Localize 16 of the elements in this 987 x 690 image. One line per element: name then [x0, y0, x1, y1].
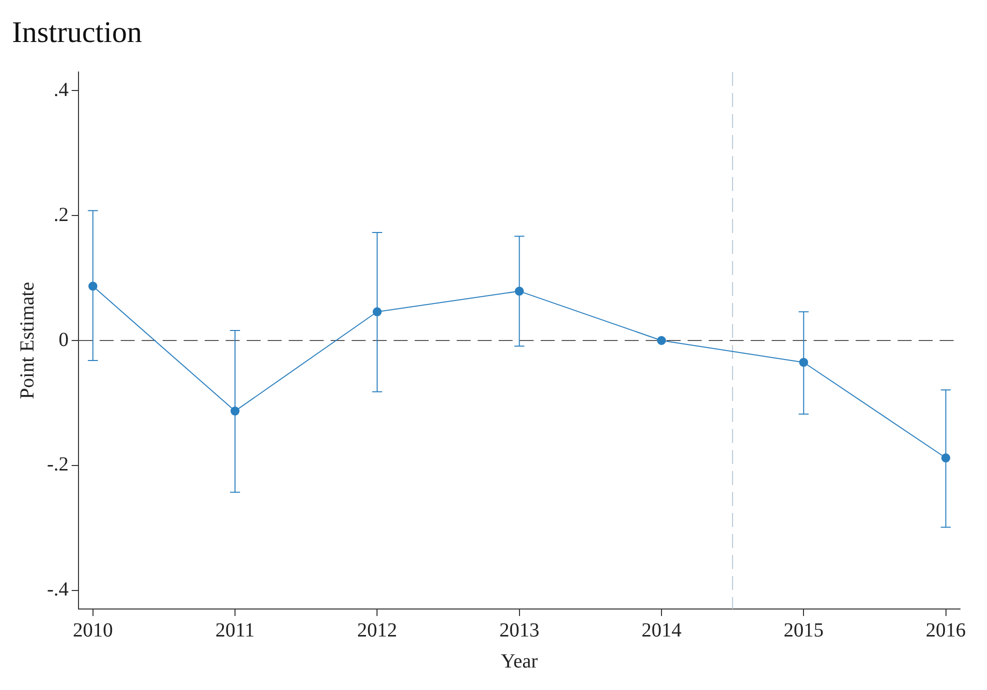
x-tick-label: 2012 [357, 619, 398, 642]
y-tick-label: -.2 [46, 454, 69, 476]
y-tick-label: -.4 [46, 578, 69, 601]
y-tick-label: 0 [58, 328, 69, 351]
x-tick-label: 2011 [215, 619, 255, 642]
y-tick-label: .2 [54, 204, 69, 226]
chart-title: Instruction [12, 16, 142, 49]
x-tick-label: 2016 [926, 619, 966, 642]
x-axis-title: Year [500, 650, 538, 672]
x-tick-label: 2014 [641, 619, 682, 642]
y-axis-title: Point Estimate [16, 282, 38, 400]
point [656, 336, 666, 345]
x-tick-label: 2010 [72, 619, 113, 642]
x-tick-label: 2015 [784, 619, 824, 642]
x-tick-label: 2013 [499, 619, 540, 642]
y-tick-label: .4 [54, 78, 69, 101]
